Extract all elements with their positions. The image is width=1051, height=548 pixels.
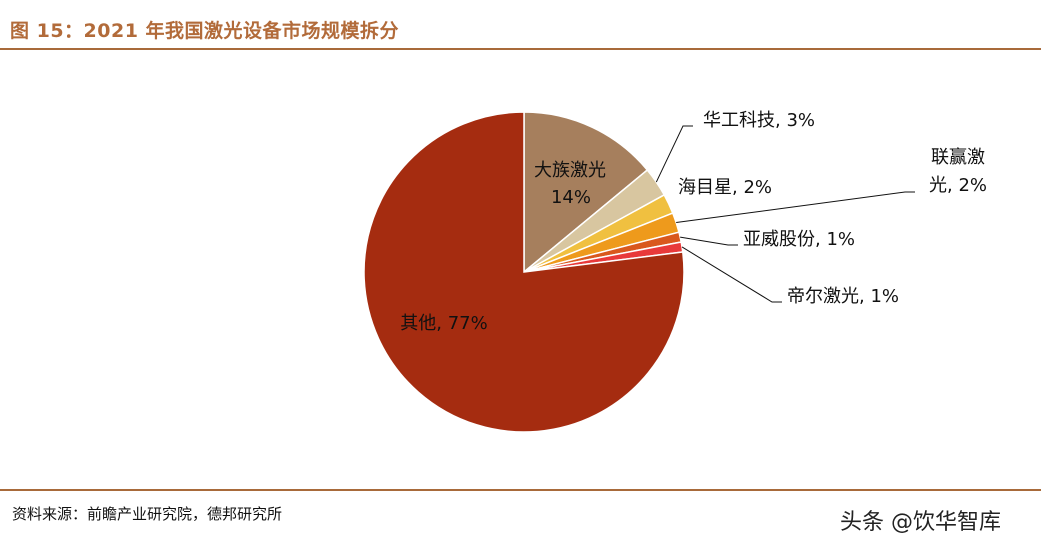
- pie-slice-7: [363, 111, 685, 433]
- leader-line-4: [676, 191, 915, 224]
- leader-line-2: [655, 125, 693, 183]
- leader-line-5: [680, 236, 738, 246]
- bottom-divider: [0, 489, 1041, 491]
- slice-label-2-1: 华工科技, 3%: [703, 110, 815, 131]
- top-divider: [0, 48, 1041, 50]
- source-note: 资料来源：前瞻产业研究院，德邦研究所: [12, 505, 283, 523]
- watermark: 头条 @饮华智库: [840, 510, 1001, 535]
- pie-slice-1: [523, 111, 649, 274]
- slice-label-4-1: 联赢激: [931, 146, 985, 168]
- slice-label-7-1: 其他, 77%: [400, 313, 487, 334]
- leader-line-6: [681, 246, 782, 303]
- slice-label-3-1: 海目星, 2%: [678, 177, 772, 198]
- slice-label-6-1: 帝尔激光, 1%: [787, 286, 899, 307]
- slice-label-4-2: 光, 2%: [929, 175, 987, 196]
- slice-label-5-1: 亚威股份, 1%: [743, 229, 855, 250]
- slice-label-1-1: 大族激光: [534, 160, 606, 181]
- chart-title: 图 15：2021 年我国激光设备市场规模拆分: [10, 20, 400, 42]
- slice-label-1-2: 14%: [551, 187, 591, 208]
